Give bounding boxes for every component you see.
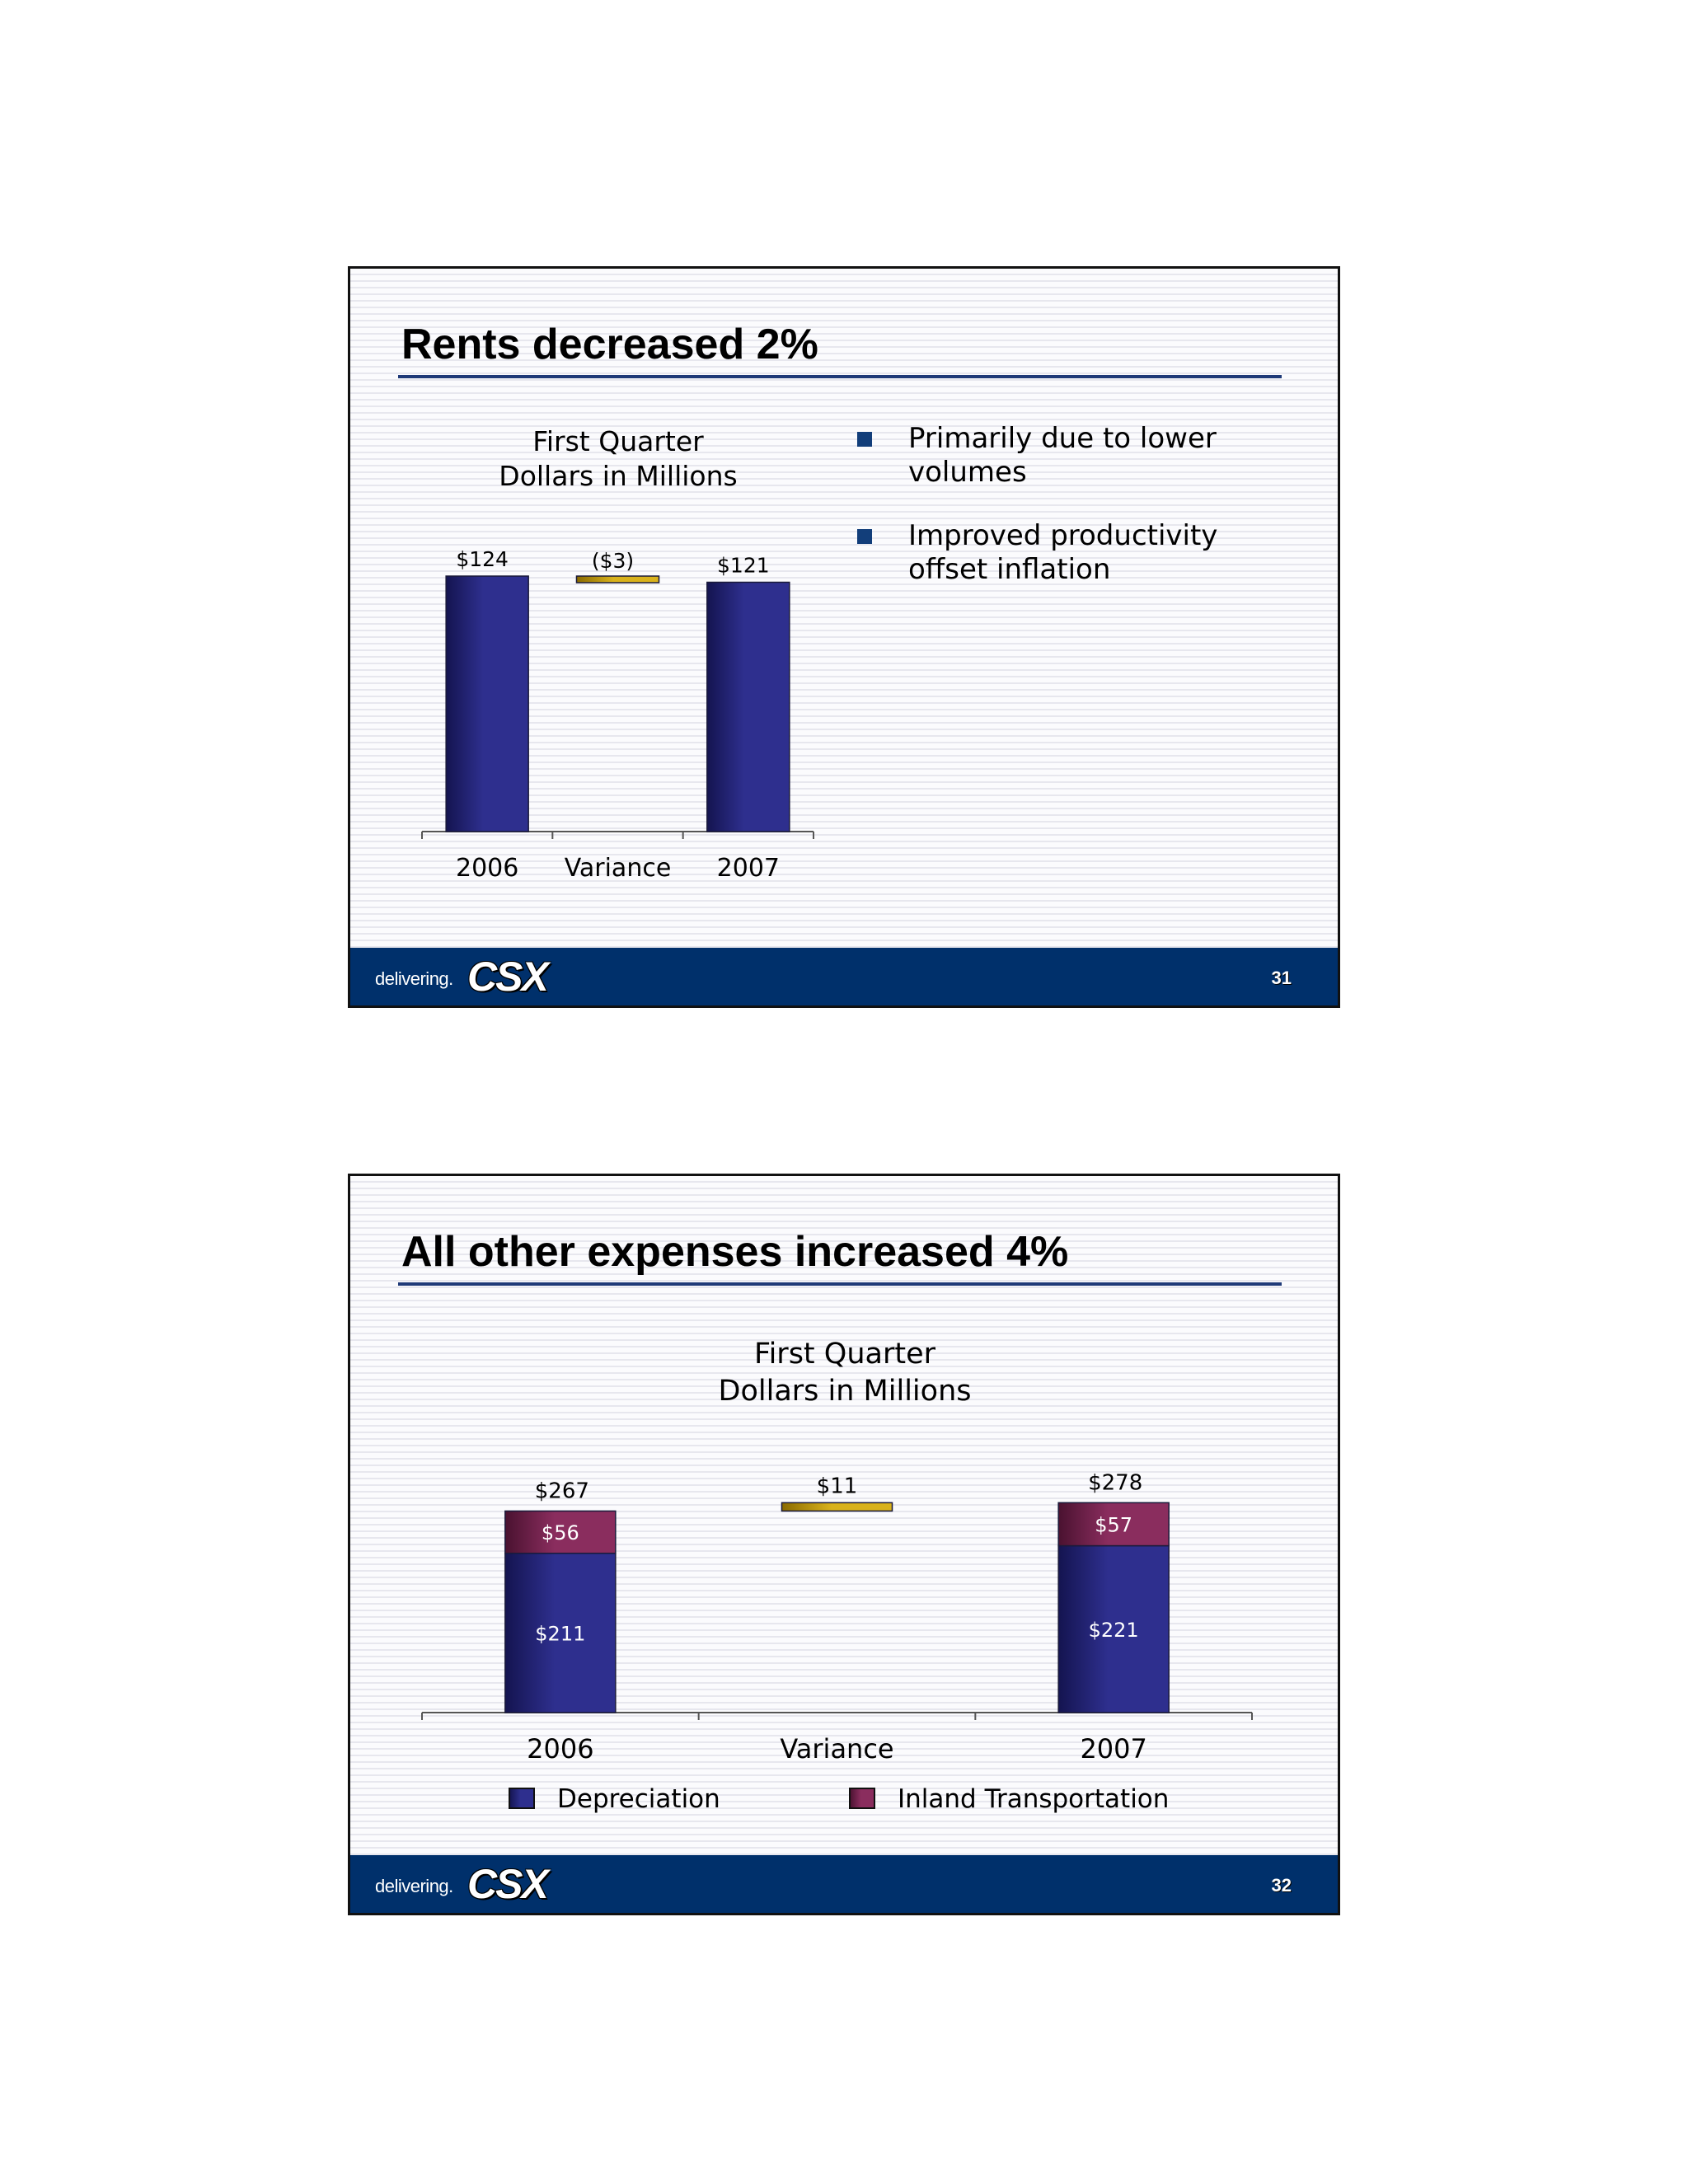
bullet-item: Improved productivity offset inflation	[857, 519, 1286, 587]
segment-label: $56	[542, 1521, 579, 1544]
bar-2007	[706, 581, 790, 832]
bar-depreciation-2006	[504, 1552, 617, 1713]
legend-swatch	[849, 1788, 875, 1809]
category-label: 2006	[527, 1733, 593, 1765]
bullet-item: Primarily due to lower volumes	[857, 422, 1286, 490]
category-label: 2006	[456, 854, 518, 883]
bullet-list: Primarily due to lower volumes Improved …	[857, 422, 1286, 616]
chart-heading-line: Dollars in Millions	[719, 1375, 972, 1408]
page-number: 31	[1271, 968, 1292, 988]
legend-label: Inland Transportation	[898, 1784, 1169, 1814]
bullet-text: Improved productivity offset inflation	[908, 519, 1218, 586]
chart-heading-line: First Quarter	[532, 425, 704, 457]
csx-logo: CSX	[467, 954, 549, 1000]
bar-inland-2007	[1057, 1502, 1170, 1547]
title-rule	[398, 1282, 1282, 1286]
slide-footer: delivering. CSX 31	[350, 948, 1338, 1005]
footer-tagline: delivering.	[375, 968, 453, 989]
footer-tagline: delivering.	[375, 1876, 453, 1896]
slide-title: Rents decreased 2%	[401, 321, 818, 368]
legend-label: Depreciation	[557, 1784, 720, 1814]
slide-32: All other expenses increased 4% First Qu…	[348, 1174, 1340, 1915]
category-label: Variance	[780, 1733, 893, 1765]
category-label: Variance	[565, 854, 672, 883]
csx-logo: CSX	[467, 1861, 549, 1907]
data-label: $124	[456, 547, 509, 571]
slide-title: All other expenses increased 4%	[401, 1228, 1069, 1276]
legend-swatch	[509, 1788, 535, 1809]
total-label: $267	[535, 1479, 589, 1503]
square-bullet-icon	[857, 432, 872, 447]
data-label: $11	[817, 1474, 858, 1498]
data-label: ($3)	[592, 549, 634, 573]
bar-depreciation-2007	[1057, 1544, 1170, 1713]
slide-footer: delivering. CSX 32	[350, 1855, 1338, 1913]
variance-bar	[781, 1502, 893, 1512]
square-bullet-icon	[857, 529, 872, 544]
segment-label: $211	[535, 1622, 585, 1645]
bullet-text: Primarily due to lower volumes	[908, 422, 1217, 489]
variance-bar	[575, 575, 660, 583]
other-expenses-chart: First Quarter Dollars in Millions $211 $56 $…	[421, 1338, 1253, 1814]
slide-31: Rents decreased 2% First Quarter Dollars …	[348, 266, 1340, 1008]
chart-heading-line: First Quarter	[754, 1338, 936, 1371]
total-label: $278	[1088, 1470, 1142, 1495]
category-label: 2007	[1080, 1733, 1146, 1765]
title-rule	[398, 375, 1282, 378]
data-label: $121	[717, 554, 770, 578]
segment-label: $221	[1089, 1619, 1139, 1642]
chart-heading-line: Dollars in Millions	[499, 460, 737, 492]
bar-2006	[445, 575, 529, 832]
page-number: 32	[1271, 1875, 1292, 1896]
category-label: 2007	[717, 854, 780, 883]
segment-label: $57	[1095, 1513, 1132, 1536]
bar-inland-2006	[504, 1510, 617, 1554]
